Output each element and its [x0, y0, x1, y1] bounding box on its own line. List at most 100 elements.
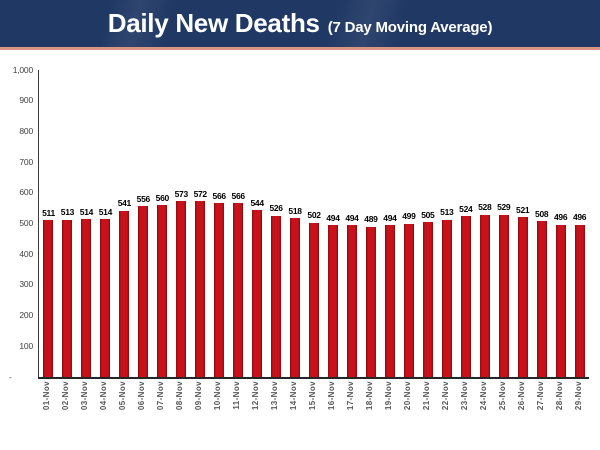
- header-banner: Daily New Deaths (7 Day Moving Average): [0, 0, 600, 47]
- bar-column: 566: [210, 70, 229, 377]
- bar: [252, 210, 263, 377]
- x-axis-label-text: 18-Nov: [364, 381, 374, 411]
- bar-column: 572: [191, 70, 210, 377]
- y-axis-tick: 400: [19, 248, 33, 259]
- bar-column: 505: [418, 70, 437, 377]
- bar-column: 544: [248, 70, 267, 377]
- bar-value-label: 494: [326, 212, 340, 223]
- x-axis-label: 10-Nov: [209, 381, 228, 433]
- bar-value-label: 494: [345, 212, 359, 223]
- bar-column: 560: [153, 70, 172, 377]
- x-axis-label-text: 26-Nov: [516, 381, 526, 411]
- x-axis-label: 14-Nov: [285, 381, 304, 433]
- bar: [309, 222, 320, 377]
- bar: [195, 201, 206, 377]
- bar-value-label: 560: [155, 192, 170, 203]
- x-axis-label: 11-Nov: [228, 381, 247, 433]
- y-axis-tick: 100: [19, 340, 33, 351]
- bar: [43, 220, 54, 377]
- bar-value-label: 541: [117, 198, 132, 209]
- chart-title: Daily New Deaths (7 Day Moving Average): [108, 8, 493, 39]
- bar-value-label: 514: [79, 206, 94, 217]
- y-axis-tick: 600: [19, 187, 33, 198]
- x-axis-label-text: 09-Nov: [194, 381, 204, 411]
- bar-column: 508: [532, 70, 551, 377]
- bar-value-label: 505: [421, 209, 435, 220]
- x-axis-label: 07-Nov: [152, 381, 171, 433]
- bar: [138, 206, 149, 377]
- bar-value-label: 524: [459, 203, 473, 214]
- title-subtitle: (7 Day Moving Average): [327, 19, 493, 36]
- title-main: Daily New Deaths: [107, 8, 320, 38]
- y-axis-tick: 700: [19, 156, 33, 167]
- bar: [555, 224, 566, 377]
- x-axis-label: 17-Nov: [342, 381, 361, 433]
- bar-column: 529: [494, 70, 513, 377]
- bar: [328, 225, 339, 377]
- x-axis-label-text: 22-Nov: [440, 381, 450, 411]
- bar: [498, 214, 509, 377]
- bar-value-label: 518: [288, 205, 302, 216]
- x-axis-label: 02-Nov: [57, 381, 76, 433]
- bar-column: 524: [456, 70, 475, 377]
- bar: [517, 217, 528, 377]
- bar: [460, 216, 471, 377]
- bar: [346, 225, 357, 377]
- bar-value-label: 544: [250, 197, 264, 208]
- bar-value-label: 556: [136, 193, 151, 204]
- x-axis-label: 04-Nov: [95, 381, 114, 433]
- y-axis-tick: 800: [19, 125, 33, 136]
- bar: [271, 215, 282, 377]
- x-axis-label: 24-Nov: [474, 381, 493, 433]
- bar-value-label: 521: [516, 204, 530, 215]
- bar-column: 556: [134, 70, 153, 377]
- bar: [176, 201, 187, 377]
- x-axis-label: 03-Nov: [76, 381, 95, 433]
- bar-value-label: 508: [535, 208, 549, 219]
- x-axis-label-text: 16-Nov: [327, 381, 337, 411]
- bar-value-label: 511: [42, 207, 55, 218]
- x-axis-label-text: 02-Nov: [61, 381, 71, 411]
- bar-value-label: 494: [383, 212, 397, 223]
- bar-column: 514: [77, 70, 96, 377]
- accent-divider: [0, 47, 600, 50]
- bar: [62, 219, 73, 377]
- bar-column: 496: [551, 70, 570, 377]
- x-axis-label: 01-Nov: [38, 381, 57, 433]
- y-axis-tick: 500: [19, 218, 33, 228]
- x-axis-label-text: 21-Nov: [421, 381, 431, 411]
- x-axis-label: 27-Nov: [531, 381, 550, 433]
- x-axis-label: 19-Nov: [379, 381, 398, 433]
- x-axis-label-text: 28-Nov: [554, 381, 564, 411]
- x-axis-label: 12-Nov: [247, 381, 266, 433]
- bar: [290, 218, 301, 377]
- bar: [81, 219, 92, 377]
- bar-column: 499: [399, 70, 418, 377]
- x-axis-label-text: 17-Nov: [345, 381, 355, 411]
- x-axis-label-text: 24-Nov: [478, 381, 488, 411]
- bar: [536, 221, 547, 377]
- bar-column: 494: [324, 70, 343, 377]
- bar: [214, 203, 225, 377]
- bar-value-label: 566: [231, 190, 246, 201]
- bar-value-label: 513: [60, 207, 75, 217]
- bar-value-label: 499: [402, 211, 416, 222]
- bar-value-label: 529: [497, 202, 511, 213]
- bar-column: 494: [380, 70, 399, 377]
- bar: [119, 210, 130, 377]
- y-axis-tick: 200: [19, 310, 33, 321]
- bar-column: 513: [437, 70, 456, 377]
- x-axis-label-text: 23-Nov: [459, 381, 469, 411]
- bar: [441, 219, 452, 377]
- x-axis-label-text: 25-Nov: [497, 381, 507, 411]
- x-axis-label: 23-Nov: [455, 381, 474, 433]
- bar: [403, 223, 414, 377]
- bar-column: 511: [39, 70, 58, 377]
- x-axis-label-text: 01-Nov: [42, 381, 52, 411]
- x-axis-label-text: 13-Nov: [270, 381, 280, 411]
- x-axis-label: 20-Nov: [398, 381, 417, 433]
- x-axis-label-text: 08-Nov: [175, 381, 185, 411]
- bar: [233, 203, 244, 377]
- bar-value-label: 513: [440, 207, 454, 217]
